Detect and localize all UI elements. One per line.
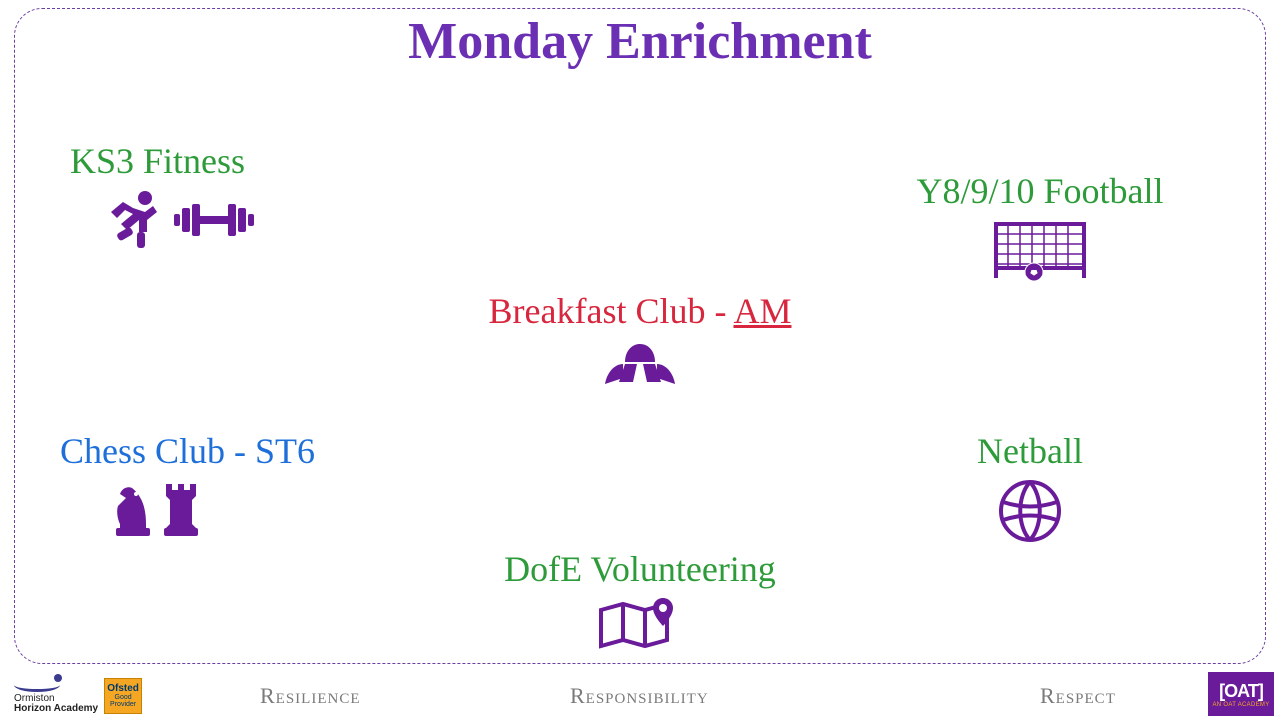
breakfast-emph: AM	[733, 291, 791, 331]
goal-icon	[990, 218, 1090, 282]
footer-responsibility: Responsibility	[570, 683, 709, 709]
knight-icon	[110, 478, 156, 538]
ofsted-l1: Ofsted	[107, 684, 139, 694]
ball-icon	[997, 478, 1063, 544]
activity-dofe: DofE Volunteering	[440, 548, 840, 652]
runner-icon	[100, 188, 170, 252]
footer-resilience: Resilience	[260, 683, 361, 709]
activity-fitness: KS3 Fitness	[70, 140, 254, 252]
fitness-icons	[70, 188, 254, 252]
activity-chess: Chess Club - ST6	[60, 430, 315, 538]
oat-small: AN OAT ACADEMY	[1213, 702, 1270, 708]
ofsted-l3: Provider	[110, 701, 136, 708]
rook-icon	[160, 478, 202, 538]
logo-left-group: Ormiston Horizon Academy Ofsted Good Pro…	[14, 678, 142, 714]
breakfast-label: Breakfast Club - AM	[410, 290, 870, 332]
ormiston-line2: Horizon Academy	[14, 703, 98, 714]
activity-netball: Netball	[920, 430, 1140, 544]
footer: Ormiston Horizon Academy Ofsted Good Pro…	[0, 672, 1280, 720]
dofe-icon-row	[440, 596, 840, 652]
fitness-label: KS3 Fitness	[70, 140, 254, 182]
breakfast-icon-row	[410, 338, 870, 388]
ormiston-logo: Ormiston Horizon Academy	[14, 678, 98, 714]
dumbbell-icon	[174, 194, 254, 246]
chess-icon-row	[60, 478, 315, 538]
footer-respect: Respect	[1040, 683, 1116, 709]
map-pin-icon	[597, 596, 683, 652]
oat-badge: [OAT] AN OAT ACADEMY	[1208, 672, 1274, 716]
football-label: Y8/9/10 Football	[860, 170, 1220, 212]
ofsted-badge: Ofsted Good Provider	[104, 678, 142, 714]
activity-football: Y8/9/10 Football	[860, 170, 1220, 282]
football-icon-row	[860, 218, 1220, 282]
netball-icon-row	[920, 478, 1140, 544]
dofe-label: DofE Volunteering	[440, 548, 840, 590]
oat-big: [OAT]	[1219, 681, 1263, 702]
netball-label: Netball	[920, 430, 1140, 472]
page-title: Monday Enrichment	[0, 12, 1280, 71]
ofsted-l2: Good	[115, 694, 132, 701]
croissant-icon	[601, 338, 679, 388]
chess-label: Chess Club - ST6	[60, 430, 315, 472]
activity-breakfast: Breakfast Club - AM	[410, 290, 870, 388]
breakfast-prefix: Breakfast Club -	[489, 291, 734, 331]
